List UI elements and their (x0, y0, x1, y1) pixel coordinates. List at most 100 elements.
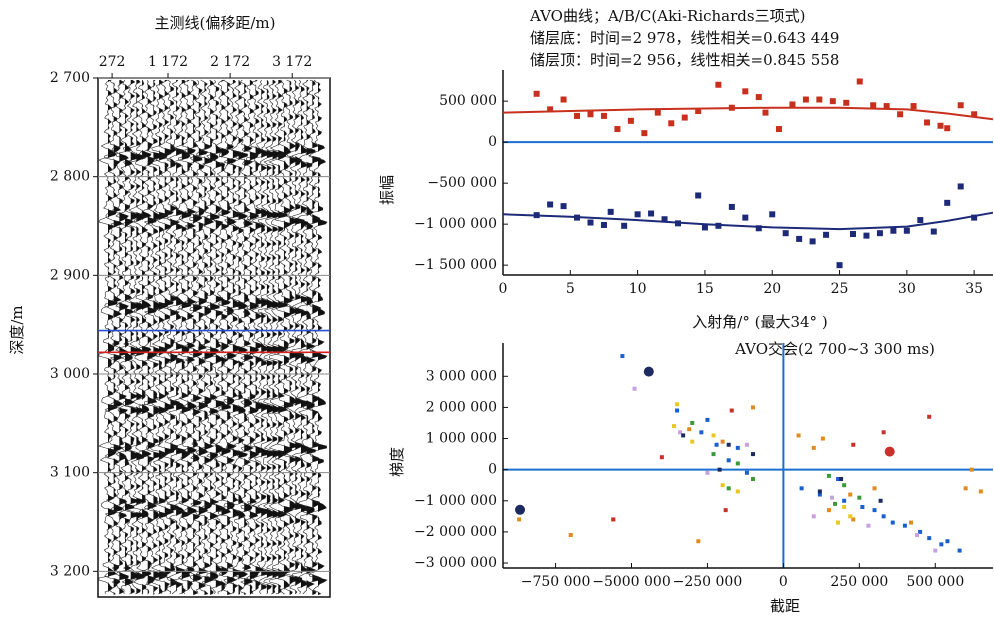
point (751, 452, 756, 457)
point (836, 476, 841, 481)
point (695, 108, 702, 114)
point (574, 112, 581, 119)
point (878, 498, 883, 503)
point (715, 81, 722, 88)
point (690, 439, 695, 444)
point (918, 529, 923, 534)
point (607, 208, 614, 215)
chart-title: AVO曲线；A/B/C(Aki-Richards三项式) (529, 7, 805, 25)
point (915, 533, 920, 538)
x-tick-label: 250 000 (830, 574, 888, 590)
point (816, 96, 823, 103)
point (742, 214, 749, 221)
y-axis-label: 深度/m (8, 305, 26, 354)
y-tick-label: 0 (488, 462, 497, 478)
seismic-trace-fill (210, 80, 220, 595)
point (826, 473, 831, 478)
point (744, 470, 749, 475)
point (811, 445, 816, 450)
seismic-trace (200, 79, 220, 595)
point (848, 514, 853, 519)
point (659, 455, 664, 460)
point (850, 231, 856, 237)
seismic-trace-fill (119, 80, 129, 595)
point (872, 486, 877, 491)
seismic-trace-fill (130, 80, 140, 595)
point (726, 458, 731, 463)
point (910, 103, 917, 110)
point (547, 201, 554, 208)
seismic-trace-fill (266, 80, 276, 595)
x-tick-label: 1 172 (148, 54, 188, 70)
x-tick-label: 2 172 (210, 54, 250, 70)
seismic-trace (268, 79, 288, 595)
point (742, 88, 749, 95)
point (717, 467, 722, 472)
x-tick-label: 3 172 (272, 54, 312, 70)
y-tick-label: 3 200 (50, 563, 90, 579)
point (826, 508, 831, 513)
seismic-trace-fill (272, 80, 282, 595)
y-axis-label: 梯度 (388, 447, 406, 477)
y-tick-label: 1 000 000 (426, 431, 497, 447)
point (957, 102, 964, 109)
y-tick-label: −1 500 000 (414, 257, 497, 273)
point (957, 183, 964, 190)
point (924, 119, 931, 126)
seismic-trace (279, 79, 300, 595)
y-tick-label: −1 000 000 (414, 216, 497, 232)
point (860, 505, 865, 510)
point (829, 495, 834, 500)
point (843, 99, 850, 106)
point (632, 386, 637, 391)
point (641, 130, 648, 137)
point (817, 489, 822, 494)
point (939, 542, 944, 547)
chart-title: AVO交会(2 700~3 300 ms) (734, 340, 935, 358)
point (866, 523, 871, 528)
x-tick-label: 25 (831, 281, 849, 297)
point (755, 94, 762, 101)
x-tick-label: 30 (898, 281, 916, 297)
point (687, 427, 692, 432)
point (675, 408, 680, 413)
point (796, 433, 801, 438)
point (611, 517, 616, 522)
point (705, 417, 710, 422)
seismic-trace-fill (300, 80, 310, 595)
seismic-trace-fill (227, 80, 237, 595)
point (802, 96, 809, 103)
point (744, 442, 749, 447)
seismic-trace (132, 79, 152, 595)
seismic-trace (98, 79, 118, 595)
seismic-trace (109, 79, 129, 595)
seismic-trace (115, 79, 135, 595)
point (842, 505, 847, 510)
annotation: 储层底：时间=2 978，线性相关=0.643 449 (530, 29, 839, 47)
point (714, 442, 719, 447)
y-tick-label: 3 100 (50, 465, 90, 481)
fit-line (502, 106, 994, 121)
point (720, 483, 725, 488)
seismic-trace (211, 79, 232, 595)
point (600, 221, 607, 228)
seismic-trace (308, 79, 328, 595)
point (728, 203, 735, 210)
seismic-trace (183, 79, 203, 595)
x-tick-label: 10 (629, 281, 647, 297)
point (963, 486, 968, 491)
point (726, 442, 731, 447)
point (729, 408, 734, 413)
point (933, 548, 938, 553)
x-tick-label: 0 (779, 574, 788, 590)
point (678, 430, 683, 435)
seismic-trace (263, 79, 283, 595)
point (654, 109, 661, 116)
seismic-trace-fill (306, 80, 316, 595)
point (890, 520, 895, 525)
x-tick-label: 272 (99, 54, 126, 70)
x-tick-label: 15 (696, 281, 714, 297)
y-tick-label: −500 000 (427, 175, 497, 191)
point (969, 467, 974, 472)
x-axis-label: 入射角/° (最大34° ) (692, 313, 827, 331)
